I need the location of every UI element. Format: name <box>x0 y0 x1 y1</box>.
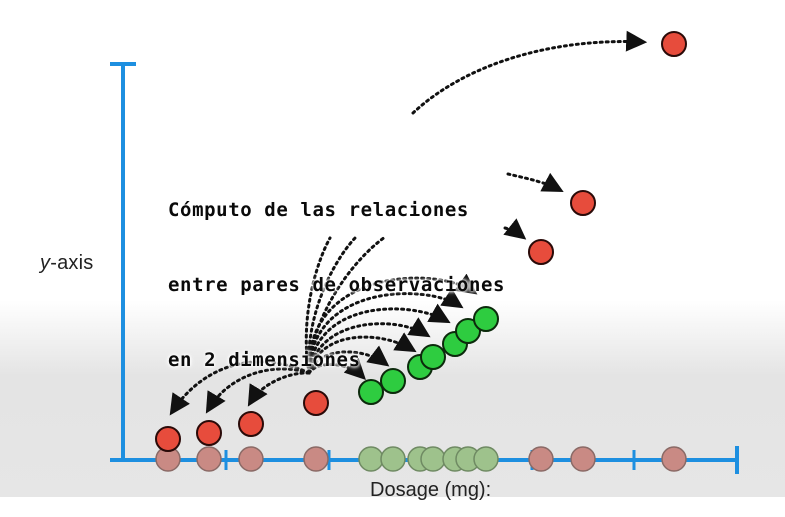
x-axis-label: Dosage (mg): <box>370 479 492 501</box>
red-data-point <box>528 239 554 265</box>
red-data-point <box>661 31 687 57</box>
red-data-point <box>196 420 222 446</box>
caption-line-1: Cómputo de las relaciones <box>168 199 469 221</box>
projected-green-point <box>358 446 384 472</box>
projected-red-point <box>570 446 596 472</box>
green-data-point <box>380 368 406 394</box>
green-data-point <box>455 318 481 344</box>
arrow-to-point-1 <box>169 360 311 416</box>
red-data-point <box>570 190 596 216</box>
projected-green-point <box>473 446 499 472</box>
red-data-point <box>155 426 181 452</box>
red-data-point <box>303 390 329 416</box>
caption-line-2: entre pares de observaciones <box>168 274 506 296</box>
y-axis-label-rest: -axis <box>50 252 94 274</box>
arrow-stem-3 <box>307 235 387 375</box>
projected-red-point <box>661 446 687 472</box>
arrow-to-point-3 <box>247 371 311 407</box>
arrow-to-green-1 <box>307 357 366 380</box>
projected-red-point <box>303 446 329 472</box>
projected-red-point <box>196 446 222 472</box>
arrow-to-red-top <box>411 30 648 115</box>
green-data-point <box>420 344 446 370</box>
projected-red-point <box>238 446 264 472</box>
projected-green-point <box>420 446 446 472</box>
arrow-to-green-4 <box>307 317 431 375</box>
projected-green-point <box>380 446 406 472</box>
y-axis-label-italic: y <box>40 252 51 274</box>
arrow-stem-1 <box>304 236 332 375</box>
arrow-to-red-upper-1 <box>503 218 527 240</box>
caption-line-3: en 2 dimensiones <box>168 349 361 371</box>
arrow-to-green-3 <box>307 332 417 375</box>
y-axis-label: y-axis <box>40 252 93 275</box>
green-points <box>358 306 499 405</box>
background-fade <box>0 300 785 517</box>
red-points <box>155 31 687 452</box>
arrow-to-green-2 <box>307 345 390 375</box>
bottom-margin <box>0 497 785 517</box>
caption-text: Cómputo de las relaciones entre pares de… <box>168 148 505 423</box>
green-data-point <box>358 379 384 405</box>
projected-points <box>155 446 687 472</box>
arrow-stem-2 <box>307 236 357 375</box>
dotted-arrows <box>169 30 648 416</box>
projected-red-point <box>528 446 554 472</box>
green-data-point <box>473 306 499 332</box>
red-data-point <box>238 411 264 437</box>
arrow-to-point-2 <box>205 367 311 414</box>
arrow-to-red-upper-2 <box>506 172 564 192</box>
arrow-to-green-5 <box>307 303 451 375</box>
